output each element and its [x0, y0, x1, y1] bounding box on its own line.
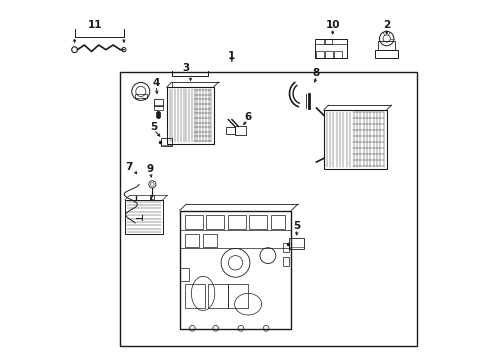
Bar — [325, 39, 331, 44]
Bar — [135, 94, 146, 98]
Text: 8: 8 — [312, 68, 320, 78]
Bar — [150, 195, 154, 199]
Bar — [374, 50, 397, 58]
Text: 11: 11 — [88, 20, 102, 30]
Bar — [185, 215, 203, 229]
Bar — [225, 127, 234, 134]
Bar — [333, 51, 341, 58]
Bar — [249, 215, 266, 229]
Text: 7: 7 — [125, 162, 133, 172]
Bar — [185, 234, 199, 247]
Bar — [208, 284, 228, 308]
Bar — [125, 200, 163, 234]
Bar — [161, 138, 171, 146]
Bar — [205, 215, 224, 229]
Text: 1: 1 — [228, 51, 235, 61]
Bar — [179, 211, 291, 329]
Bar — [314, 39, 346, 58]
Bar — [282, 257, 288, 266]
Bar — [270, 215, 285, 229]
Bar — [316, 51, 324, 58]
Bar — [377, 41, 394, 50]
Text: 6: 6 — [244, 112, 251, 122]
Bar — [325, 51, 332, 58]
Bar — [203, 234, 217, 247]
Bar — [180, 268, 189, 281]
Bar — [227, 215, 245, 229]
Bar — [228, 284, 247, 308]
Bar — [120, 72, 416, 346]
Text: 9: 9 — [146, 164, 153, 174]
Text: 5: 5 — [150, 122, 157, 132]
Text: 3: 3 — [182, 63, 189, 73]
Text: 10: 10 — [325, 20, 339, 30]
Bar — [323, 110, 386, 169]
Bar — [153, 99, 163, 106]
Bar — [153, 105, 163, 110]
Bar — [185, 284, 204, 308]
Text: 2: 2 — [382, 20, 389, 30]
Bar — [282, 243, 288, 252]
Bar — [288, 238, 303, 249]
Text: 4: 4 — [152, 78, 160, 88]
Bar — [166, 87, 213, 144]
Text: 5: 5 — [292, 221, 300, 231]
Bar — [234, 126, 245, 135]
